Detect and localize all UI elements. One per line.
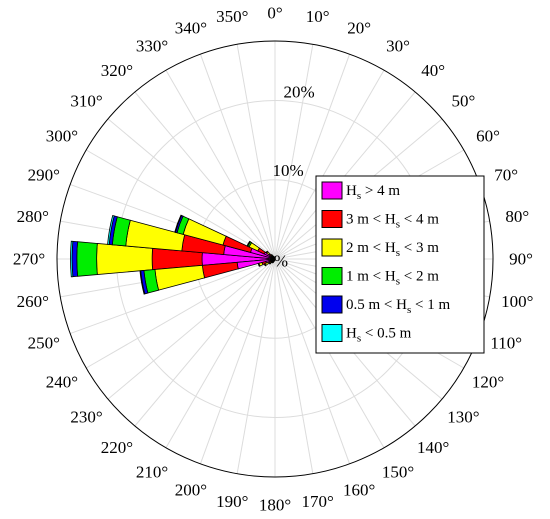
spoke-line	[236, 258, 276, 474]
direction-label: 170°	[302, 492, 334, 511]
legend-swatch	[321, 181, 343, 200]
spoke-line	[134, 91, 276, 260]
direction-label: 280°	[17, 207, 49, 226]
direction-label: 160°	[343, 481, 375, 500]
spoke-line	[199, 258, 276, 465]
spoke-line	[165, 69, 276, 260]
legend-swatch	[321, 324, 343, 342]
legend-box	[315, 175, 485, 354]
spoke-line	[236, 44, 276, 260]
direction-label: 60°	[476, 127, 500, 146]
direction-label: 270°	[13, 250, 45, 269]
direction-label: 200°	[175, 481, 207, 500]
direction-label: 10°	[306, 7, 330, 26]
sector-segment	[265, 250, 269, 254]
spoke-line	[199, 53, 276, 260]
legend: Hs > 4 m 3 m < Hs < 4 m 2 m < Hs < 3 m 1 m …	[315, 175, 485, 354]
legend-label: Hs > 4 m	[346, 183, 400, 202]
sector-segment	[76, 241, 98, 277]
direction-labels: 0° 10° 20° 30° 40° 50°60° 70° 80° 90° 100° 110° 120…	[13, 4, 534, 515]
sector-segment	[70, 240, 74, 278]
spoke-line	[69, 258, 276, 335]
direction-label: 320°	[101, 61, 133, 80]
radial-tick-labels: % 10% 20%	[272, 82, 314, 270]
direction-label: 300°	[46, 127, 78, 146]
direction-label: 150°	[382, 463, 414, 482]
direction-label: 250°	[28, 334, 60, 353]
sector-segment	[201, 261, 239, 279]
legend-swatch	[321, 210, 343, 228]
sector-segment	[246, 240, 251, 247]
direction-label: 210°	[136, 463, 168, 482]
direction-label: 130°	[447, 408, 479, 427]
direction-label: 140°	[417, 438, 449, 457]
direction-label: 0°	[267, 4, 282, 23]
spoke-line	[274, 258, 351, 465]
radial-tick-label: %	[274, 252, 288, 271]
direction-label: 90°	[509, 250, 533, 269]
direction-label: 70°	[494, 165, 518, 184]
direction-label: 330°	[136, 36, 168, 55]
direction-label: 100°	[501, 292, 533, 311]
sector-segment	[174, 214, 183, 233]
direction-label: 350°	[216, 7, 248, 26]
sector-segment	[96, 243, 154, 275]
spoke-line	[274, 258, 314, 474]
spoke-line	[165, 258, 276, 449]
direction-label: 40°	[421, 61, 445, 80]
direction-label: 20°	[347, 18, 371, 37]
radial-tick-label: 20%	[283, 82, 314, 101]
outer-ring	[56, 40, 494, 478]
sector-segment	[125, 219, 186, 252]
direction-label: 110°	[490, 334, 522, 353]
spoke-line	[274, 53, 351, 260]
sector-segment	[273, 259, 276, 262]
legend-label: 2 m < Hs < 3 m	[346, 240, 439, 259]
direction-label: 290°	[28, 165, 60, 184]
legend-label: 3 m < Hs < 4 m	[346, 212, 439, 231]
legend-label: 0.5 m < Hs < 1 m	[346, 297, 450, 316]
sector-bars	[70, 214, 276, 295]
direction-label: 120°	[472, 373, 504, 392]
direction-label: 190°	[216, 492, 248, 511]
sector-segment	[257, 262, 261, 267]
direction-label: 260°	[17, 292, 49, 311]
radial-tick-label: 10%	[272, 161, 303, 180]
direction-label: 240°	[46, 373, 78, 392]
direction-label: 310°	[70, 91, 102, 110]
direction-label: 230°	[70, 408, 102, 427]
spoke-line	[274, 44, 314, 260]
spoke-line	[85, 258, 276, 369]
legend-swatch	[321, 238, 343, 257]
direction-label: 50°	[452, 91, 476, 110]
legend-label: Hs < 0.5 m	[346, 326, 412, 345]
spoke-line	[107, 258, 276, 400]
sector-segment	[71, 240, 79, 278]
direction-label: 30°	[386, 36, 410, 55]
legend-label: 1 m < Hs < 2 m	[346, 269, 439, 288]
sector-segment	[154, 264, 206, 291]
legend-swatch	[321, 267, 343, 285]
direction-label: 340°	[175, 18, 207, 37]
sector-segment	[263, 263, 267, 267]
sector-segment	[139, 270, 146, 295]
spoke-line	[85, 149, 276, 260]
sector-segment	[273, 256, 276, 259]
sector-segment	[268, 262, 272, 265]
spoke-line	[107, 118, 276, 260]
legend-swatch	[321, 295, 343, 314]
direction-label: 180°	[259, 496, 291, 515]
spoke-line	[274, 69, 385, 260]
sector-segment	[270, 253, 274, 257]
spoke-line	[134, 258, 276, 427]
direction-label: 80°	[505, 207, 529, 226]
sector-segment	[107, 215, 115, 245]
direction-label: 220°	[101, 438, 133, 457]
